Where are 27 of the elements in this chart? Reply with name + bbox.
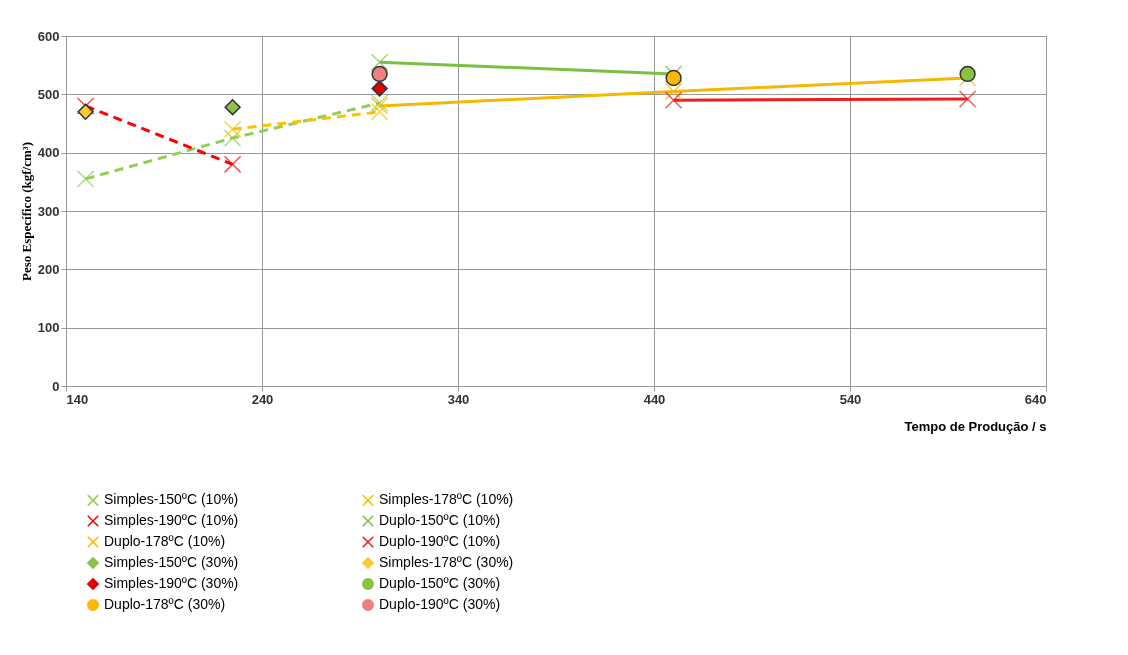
legend-label: Duplo-150ºC (10%)	[379, 512, 501, 528]
y-axis-title: Peso Específico (kgf/cm³)	[18, 142, 34, 281]
y-tick-label: 500	[37, 86, 60, 102]
x-tick-label: 140	[66, 391, 89, 407]
legend-label: Duplo-190ºC (10%)	[379, 533, 501, 549]
x-axis-title: Tempo de Produção / s	[904, 418, 1047, 434]
legend-label: Simples-178ºC (30%)	[379, 554, 514, 570]
y-tick-label: 0	[52, 378, 60, 394]
legend-label: Duplo-150ºC (30%)	[379, 575, 501, 591]
y-tick-label: 600	[37, 28, 60, 44]
x-tick-label: 640	[1024, 391, 1047, 407]
legend-label: Duplo-178ºC (10%)	[104, 533, 226, 549]
x-tick-label: 240	[251, 391, 274, 407]
x-tick-label: 340	[447, 391, 470, 407]
y-tick-label: 400	[37, 145, 60, 161]
y-tick-label: 100	[37, 320, 60, 336]
legend-label: Simples-150ºC (10%)	[104, 491, 239, 508]
y-tick-label: 300	[37, 203, 60, 219]
legend-label: Simples-150ºC (30%)	[104, 554, 239, 570]
legend-label: Simples-178ºC (10%)	[379, 491, 514, 508]
legend-label: Duplo-178ºC (30%)	[104, 596, 226, 612]
x-tick-label: 540	[839, 391, 862, 407]
legend-label: Simples-190ºC (30%)	[104, 575, 239, 591]
x-tick-label: 440	[643, 391, 666, 407]
y-tick-label: 200	[37, 261, 60, 277]
legend-label: Duplo-190ºC (30%)	[379, 596, 501, 612]
legend-label: Simples-190ºC (10%)	[104, 512, 239, 528]
